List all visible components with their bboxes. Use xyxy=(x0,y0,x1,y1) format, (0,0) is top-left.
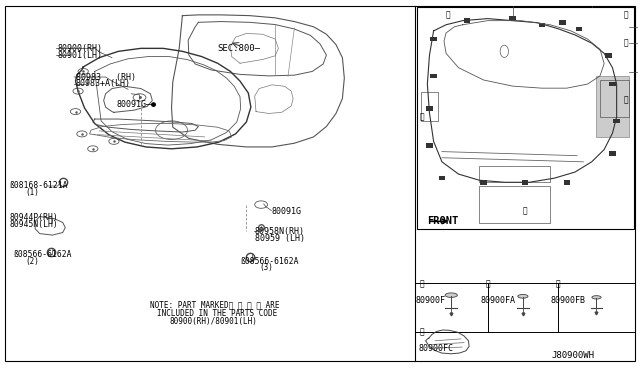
Bar xyxy=(609,82,616,86)
Text: (1): (1) xyxy=(26,188,40,197)
Text: SEC.800―: SEC.800― xyxy=(218,44,260,53)
Bar xyxy=(463,18,470,23)
Text: ⓑ: ⓑ xyxy=(485,279,490,288)
Bar xyxy=(564,180,570,185)
Bar xyxy=(430,37,436,41)
Text: J80900WH: J80900WH xyxy=(551,351,595,360)
Text: FRONT: FRONT xyxy=(428,217,459,226)
Text: 80091G―●: 80091G―● xyxy=(116,100,156,109)
Ellipse shape xyxy=(445,293,458,297)
Bar xyxy=(439,176,445,180)
Text: 80958N(RH): 80958N(RH) xyxy=(255,227,305,236)
Ellipse shape xyxy=(518,295,528,298)
Bar xyxy=(576,27,582,31)
Text: 80091G: 80091G xyxy=(272,207,302,216)
Text: ß08566-6162A: ß08566-6162A xyxy=(240,257,298,266)
Text: NOTE: PART MARKEDⓐ ⓑ ⓒ ⓓ ARE: NOTE: PART MARKEDⓐ ⓑ ⓒ ⓓ ARE xyxy=(150,301,280,310)
Ellipse shape xyxy=(592,296,601,299)
Text: ⓓ: ⓓ xyxy=(420,327,425,336)
Text: 80900FC: 80900FC xyxy=(419,344,454,353)
Text: INCLUDED IN THE PARTS CODE: INCLUDED IN THE PARTS CODE xyxy=(157,309,277,318)
Bar xyxy=(417,7,634,229)
Bar xyxy=(539,22,545,27)
Text: ⓒ: ⓒ xyxy=(420,112,425,121)
Text: 80945N(LH): 80945N(LH) xyxy=(10,220,58,229)
Bar xyxy=(426,143,433,148)
Text: (3): (3) xyxy=(259,263,273,272)
Text: ⓓ: ⓓ xyxy=(623,10,628,19)
Text: ⓐ: ⓐ xyxy=(420,279,425,288)
Text: 80959 (LH): 80959 (LH) xyxy=(255,234,305,243)
Text: 80901(LH): 80901(LH) xyxy=(58,51,102,60)
Text: ⓒ: ⓒ xyxy=(556,279,561,288)
Text: (2): (2) xyxy=(26,257,40,266)
Bar xyxy=(614,119,620,123)
Bar xyxy=(596,76,629,137)
Bar xyxy=(479,186,550,223)
Bar xyxy=(481,180,487,185)
Bar xyxy=(559,20,566,25)
Text: ⓐ: ⓐ xyxy=(623,38,628,47)
Text: 80900FB: 80900FB xyxy=(551,296,586,305)
Text: 80900(RH)/80901(LH): 80900(RH)/80901(LH) xyxy=(170,317,257,326)
Bar xyxy=(430,74,436,78)
Bar xyxy=(609,151,616,156)
Text: ß08168-6121A: ß08168-6121A xyxy=(10,182,68,190)
Text: ⓔ: ⓔ xyxy=(522,207,527,216)
Bar xyxy=(509,16,516,21)
Text: 80944P(RH): 80944P(RH) xyxy=(10,213,58,222)
Text: 80983   (RH): 80983 (RH) xyxy=(76,73,136,81)
Text: 80983+A(LH): 80983+A(LH) xyxy=(76,79,131,88)
Text: 80900F: 80900F xyxy=(415,296,445,305)
Bar xyxy=(426,106,433,111)
Text: ß08566-6162A: ß08566-6162A xyxy=(13,250,71,259)
Bar xyxy=(600,80,629,117)
Bar xyxy=(605,53,612,58)
Bar xyxy=(421,92,438,121)
Text: ⓐ: ⓐ xyxy=(445,10,451,19)
Text: 80900FA: 80900FA xyxy=(481,296,515,305)
Bar xyxy=(479,166,550,182)
Text: ⓑ: ⓑ xyxy=(623,95,628,104)
Text: 80900(RH): 80900(RH) xyxy=(58,44,102,53)
Bar xyxy=(522,180,528,185)
